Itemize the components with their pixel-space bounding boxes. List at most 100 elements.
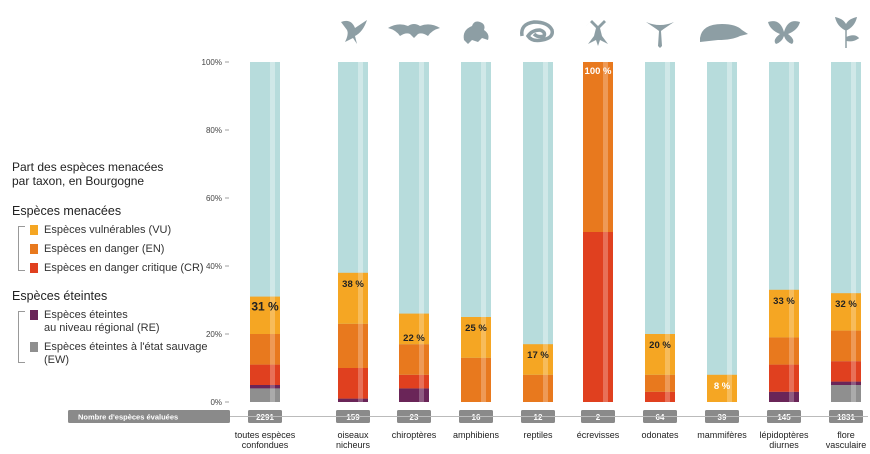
legend-group: Espèces éteintes au niveau régional (RE)…: [12, 309, 227, 367]
legend-swatch: [30, 244, 38, 254]
flower-shape: [836, 18, 858, 48]
data-label: 8 %: [714, 381, 731, 392]
bar-segment-en: [645, 375, 675, 392]
x-tick-label: lépidoptères diurnes: [759, 430, 809, 450]
bar-segment-shine: [603, 62, 608, 232]
mole-shape: [700, 24, 748, 42]
bar-segment-cr: [645, 392, 675, 402]
bar-segment-shine: [419, 388, 424, 402]
legend-label: Espèces éteintes à l'état sauvage (EW): [44, 341, 227, 367]
bar-segment-en: [831, 331, 861, 362]
dragonfly-icon: [646, 22, 674, 48]
bar-segment-shine: [603, 232, 608, 402]
x-tick-label: amphibiens: [453, 430, 500, 440]
flower-icon: [836, 18, 858, 48]
legend-label: Espèces en danger critique (CR): [44, 262, 204, 275]
crayfish-shape: [586, 20, 610, 46]
legend-item: Espèces en danger critique (CR): [30, 262, 227, 275]
bar-background: [707, 62, 737, 402]
snake-icon: [522, 22, 553, 41]
bat-icon: [388, 24, 440, 38]
legend-item: Espèces en danger (EN): [30, 243, 227, 256]
bar-segment-cr: [831, 361, 861, 381]
x-tick-label: reptiles: [523, 430, 553, 440]
bird-shape: [341, 20, 367, 44]
bar-segment-cr: [250, 365, 280, 385]
bar-segment-shine: [358, 399, 363, 402]
butterfly-icon: [768, 21, 800, 44]
bar-segment-shine: [270, 334, 275, 365]
bar-segment-en: [769, 337, 799, 364]
bar-segment-shine: [419, 344, 424, 375]
bar-segment-shine: [789, 365, 794, 392]
count-value: 159: [346, 413, 360, 422]
legend-bracket: [18, 226, 25, 271]
dragonfly-shape: [646, 22, 674, 48]
legend-swatch: [30, 342, 38, 352]
count-value: 39: [718, 413, 727, 422]
y-tick-label: 0%: [210, 398, 222, 407]
y-tick-label: 100%: [202, 58, 222, 67]
bar-segment-en: [250, 334, 280, 365]
frog-icon: [464, 22, 489, 45]
count-value: 1831: [837, 413, 855, 422]
count-value: 23: [410, 413, 419, 422]
legend-swatch: [30, 225, 38, 235]
legend-item: Espèces éteintes au niveau régional (RE): [30, 309, 227, 335]
bar-segment-ew: [831, 385, 861, 402]
data-label: 20 %: [649, 340, 671, 351]
data-label: 22 %: [403, 333, 425, 344]
data-label: 32 %: [835, 299, 857, 310]
bar-segment-cr: [583, 232, 613, 402]
bar-highlight: [727, 62, 732, 402]
x-tick-label: flore vasculaire: [826, 430, 867, 450]
bar-segment-shine: [419, 375, 424, 389]
bar-segment-shine: [851, 385, 856, 402]
bar-segment-re: [338, 399, 368, 402]
count-value: 2291: [256, 413, 274, 422]
bird-icon: [341, 20, 367, 44]
data-label: 38 %: [342, 279, 364, 290]
x-tick-label: toutes espèces confondues: [235, 430, 296, 450]
bar-segment-re: [250, 385, 280, 388]
legend-item: Espèces vulnérables (VU): [30, 224, 227, 237]
count-value: 145: [777, 413, 791, 422]
bar-segment-shine: [665, 392, 670, 402]
mole-icon: [700, 24, 748, 42]
bar-segment-shine: [851, 361, 856, 381]
bar-segment-shine: [789, 337, 794, 364]
legend-group-title: Espèces menacées: [12, 204, 227, 218]
x-tick-label: odonates: [641, 430, 679, 440]
bar-segment-en: [461, 358, 491, 402]
bar-segment-shine: [481, 358, 486, 402]
bar-segment-cr: [338, 368, 368, 399]
legend: Part des espèces menacées par taxon, en …: [12, 160, 227, 381]
data-label: 31 %: [251, 300, 279, 314]
bar-segment-shine: [851, 382, 856, 385]
bar-segment-en: [338, 324, 368, 368]
legend-label: Espèces en danger (EN): [44, 243, 164, 256]
bar-segment-en: [583, 62, 613, 232]
data-label: 25 %: [465, 323, 487, 334]
count-label: Nombre d'espèces évaluées: [78, 413, 178, 422]
bar-segment-en: [523, 375, 553, 402]
legend-item: Espèces éteintes à l'état sauvage (EW): [30, 341, 227, 367]
x-tick-label: chiroptères: [392, 430, 437, 440]
data-label: 33 %: [773, 296, 795, 307]
snake-shape: [522, 22, 553, 41]
legend-swatch: [30, 310, 38, 320]
x-tick-label: mammifères: [697, 430, 747, 440]
bar-segment-shine: [665, 375, 670, 392]
y-tick-label: 80%: [206, 126, 222, 135]
data-label: 17 %: [527, 350, 549, 361]
legend-swatch: [30, 263, 38, 273]
frog-shape: [464, 22, 489, 45]
bar-segment-re: [769, 392, 799, 402]
bar-segment-shine: [270, 365, 275, 385]
bar-segment-shine: [270, 385, 275, 388]
bar-segment-shine: [543, 375, 548, 402]
x-tick-label: oiseaux nicheurs: [336, 430, 371, 450]
bar-segment-en: [399, 344, 429, 375]
legend-label: Espèces vulnérables (VU): [44, 224, 171, 237]
count-value: 16: [472, 413, 481, 422]
